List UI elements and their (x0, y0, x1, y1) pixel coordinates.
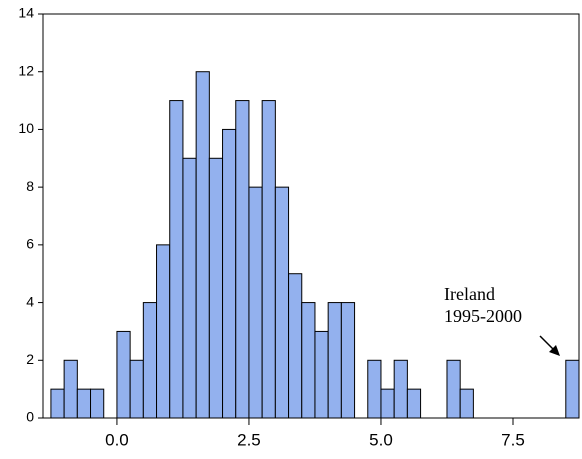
bar (565, 359, 580, 419)
bar (274, 186, 290, 419)
annotation: 1995-2000 (444, 306, 522, 326)
y-tick-label: 2 (26, 351, 34, 367)
y-tick-label: 4 (26, 293, 34, 309)
bar (248, 186, 263, 419)
arrow-head (549, 345, 560, 356)
bar (156, 244, 171, 419)
bar (261, 100, 276, 419)
x-tick-label: 7.5 (501, 430, 525, 449)
bar (393, 359, 408, 419)
bar (288, 273, 303, 419)
bar (222, 128, 237, 419)
bar (116, 330, 131, 419)
bar (142, 302, 158, 419)
bar (327, 302, 342, 419)
y-tick-label: 14 (18, 5, 34, 21)
y-tick-label: 0 (26, 409, 34, 425)
bar (459, 388, 474, 419)
y-tick-label: 8 (26, 178, 34, 194)
bar (129, 359, 144, 419)
bar (235, 100, 250, 419)
x-tick-label: 0.0 (105, 430, 129, 449)
y-tick-label: 10 (18, 120, 34, 136)
bar (76, 388, 92, 419)
bar (380, 388, 395, 419)
bar (195, 71, 210, 419)
bar (406, 388, 422, 419)
bar (446, 359, 461, 419)
x-tick-label: 5.0 (369, 430, 393, 449)
annotation: Ireland (444, 284, 495, 304)
x-tick-label: 2.5 (237, 430, 261, 449)
y-tick-label: 12 (18, 62, 34, 78)
bar (208, 157, 224, 419)
bar (367, 359, 382, 419)
bar (50, 388, 65, 419)
plot-frame (42, 13, 580, 419)
bar (182, 157, 197, 419)
bar (314, 330, 329, 419)
bar (301, 302, 316, 419)
y-tick-label: 6 (26, 236, 34, 252)
bar (63, 359, 78, 419)
bar (340, 302, 356, 419)
bar (90, 388, 105, 419)
bar (169, 100, 184, 419)
